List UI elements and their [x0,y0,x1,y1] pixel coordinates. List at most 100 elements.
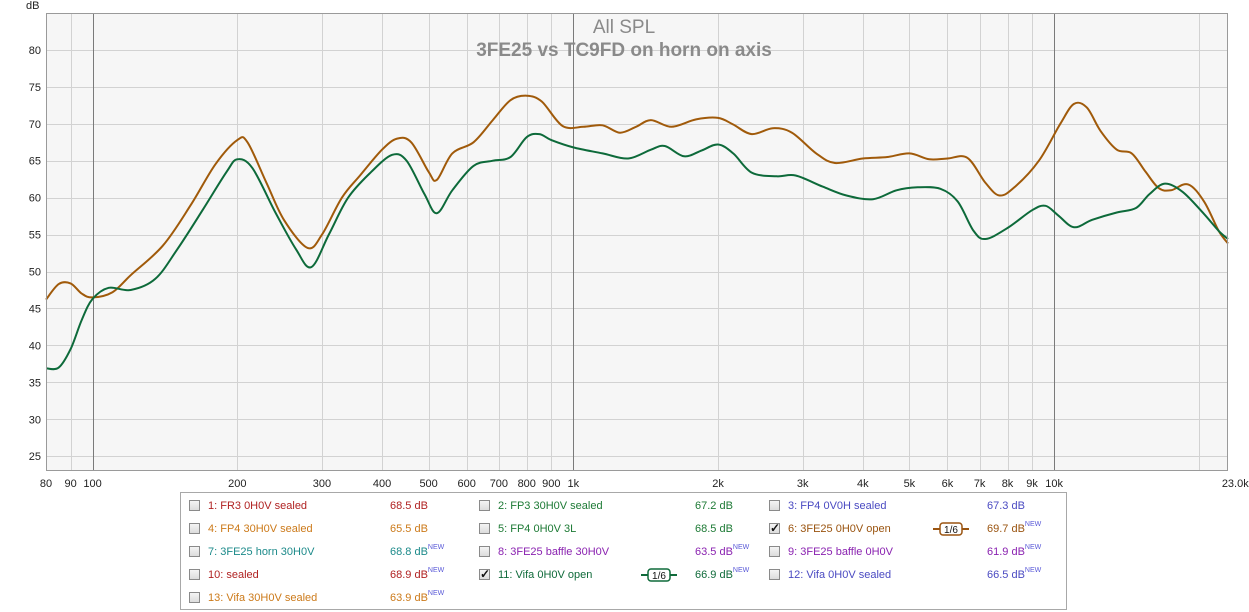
legend-label: 2: FP3 30H0V sealed [498,500,603,512]
legend-item[interactable]: 4: FP4 30H0V sealed 65.5 dB [189,520,470,538]
legend-checkbox[interactable] [769,569,780,580]
legend-value: 68.9 dBNEW [390,567,445,581]
legend-value: 67.3 dB [987,500,1025,512]
legend-checkbox[interactable]: ✓ [479,567,491,581]
legend-checkbox[interactable] [189,523,200,534]
legend-panel: 1: FR3 0H0V sealed 68.5 dB 2: FP3 30H0V se… [180,492,1067,610]
svg-text:1/6: 1/6 [652,571,666,582]
x-tick-label: 5k [904,478,916,490]
x-tick-label: 600 [458,478,476,490]
y-tick-labels: 25 30 35 40 45 50 55 60 65 70 75 80 [29,45,41,463]
legend-label: 4: FP4 30H0V sealed [208,523,313,535]
legend-label: 3: FP4 0V0H sealed [788,500,887,512]
y-tick-label: 65 [29,156,41,168]
legend-checkbox[interactable] [479,523,490,534]
chart-title: All SPL [593,17,655,38]
x-tick-label: 80 [40,478,52,490]
new-badge: NEW [427,544,445,551]
legend-label: 10: sealed [208,569,259,581]
legend-item[interactable]: ✓ 11: Vifa 0H0V open 1/6 66.9 dBNEW [479,566,775,584]
legend-item[interactable]: 2: FP3 30H0V sealed 67.2 dB [479,497,775,515]
y-tick-label: 25 [29,451,41,463]
plot-border [46,13,1228,471]
legend-checkbox[interactable] [479,546,490,557]
x-tick-label: 100 [83,478,101,490]
plot-area [46,13,1228,471]
legend-item[interactable]: 13: Vifa 30H0V sealed 63.9 dBNEW [189,589,470,607]
x-tick-label: 1k [568,478,580,490]
chart-subtitle: 3FE25 vs TC9FD on horn on axis [476,40,772,61]
y-tick-label: 35 [29,377,41,389]
new-badge: NEW [1024,567,1042,574]
series-line-1 [45,94,1229,301]
legend-item[interactable]: 3: FP4 0V0H sealed 67.3 dB [769,497,1067,515]
legend-checkbox[interactable] [189,592,200,603]
legend-item[interactable]: 7: 3FE25 horn 30H0V 68.8 dBNEW [189,543,470,561]
legend-label: 13: Vifa 30H0V sealed [208,592,318,604]
new-badge: NEW [732,544,750,551]
legend-value: 63.9 dBNEW [390,590,445,604]
y-tick-label: 75 [29,82,41,94]
y-tick-label: 30 [29,414,41,426]
x-tick-label: 2k [712,478,724,490]
new-badge: NEW [1024,544,1042,551]
legend-item[interactable]: ✓ 6: 3FE25 0H0V open 1/6 69.7 dBNEW [769,520,1067,538]
legend-label: 12: Vifa 0H0V sealed [788,569,892,581]
legend-checkbox[interactable] [769,500,780,511]
legend-value: 66.9 dBNEW [695,567,750,581]
x-tick-label: 9k [1026,478,1038,490]
legend-checkbox[interactable] [189,546,200,557]
legend-item[interactable]: 10: sealed 68.9 dBNEW [189,566,470,584]
new-badge: NEW [732,567,750,574]
x-tick-label: 8k [1002,478,1014,490]
x-tick-label: 200 [228,478,246,490]
y-axis-label: dB [26,0,39,12]
x-tick-label: 23.0kHz [1222,478,1249,490]
legend-checkbox[interactable] [189,569,200,580]
y-tick-label: 55 [29,230,41,242]
legend-label: 8: 3FE25 baffle 30H0V [498,546,610,558]
x-tick-label: 500 [419,478,437,490]
legend-value: 68.5 dB [695,523,733,535]
legend-item[interactable]: 1: FR3 0H0V sealed 68.5 dB [189,497,470,515]
new-badge: NEW [1024,521,1042,528]
y-tick-label: 40 [29,340,41,352]
x-tick-label: 4k [857,478,869,490]
legend-item[interactable]: 8: 3FE25 baffle 30H0V 63.5 dBNEW [479,543,775,561]
legend-checkbox[interactable] [189,500,200,511]
series-layer [45,94,1229,371]
legend-value: 67.2 dB [695,500,733,512]
y-tick-label: 70 [29,119,41,131]
svg-text:1/6: 1/6 [944,525,958,536]
x-tick-label: 6k [942,478,954,490]
smoothing-indicator[interactable]: 1/6 [641,568,677,582]
x-tick-label: 3k [797,478,809,490]
legend-value: 61.9 dBNEW [987,544,1042,558]
legend-item[interactable]: 12: Vifa 0H0V sealed 66.5 dBNEW [769,566,1067,584]
x-tick-label: 700 [490,478,508,490]
legend-value: 66.5 dBNEW [987,567,1042,581]
spl-chart: 25 30 35 40 45 50 55 60 65 70 75 80 80 90 100 200 300 40… [26,0,1249,490]
legend-value: 69.7 dBNEW [987,521,1042,535]
smoothing-indicator[interactable]: 1/6 [933,522,969,536]
x-tick-label: 10k [1045,478,1063,490]
legend-label: 7: 3FE25 horn 30H0V [208,546,315,558]
legend-checkbox[interactable]: ✓ [769,521,781,535]
legend-checkbox[interactable] [769,546,780,557]
y-tick-label: 60 [29,193,41,205]
legend-checkbox[interactable] [479,500,490,511]
legend-item[interactable]: 9: 3FE25 baffle 0H0V 61.9 dBNEW [769,543,1067,561]
x-tick-label: 7k [974,478,986,490]
x-tick-label: 800 [518,478,536,490]
x-tick-label: 300 [313,478,331,490]
legend-value: 68.5 dB [390,500,428,512]
legend-label: 11: Vifa 0H0V open [498,569,593,581]
new-badge: NEW [427,590,445,597]
legend-value: 65.5 dB [390,523,428,535]
legend-value: 63.5 dBNEW [695,544,750,558]
y-tick-label: 50 [29,267,41,279]
legend-label: 6: 3FE25 0H0V open [788,523,891,535]
legend-item[interactable]: 5: FP4 0H0V 3L 68.5 dB [479,520,775,538]
y-tick-label: 45 [29,303,41,315]
y-tick-label: 80 [29,45,41,57]
